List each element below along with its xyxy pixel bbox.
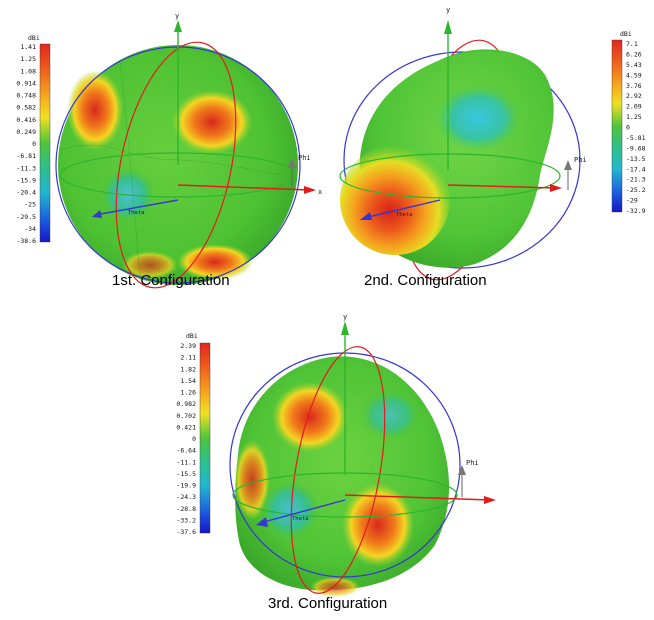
theta-label: Theta — [292, 516, 309, 522]
scale-unit: dBi — [28, 34, 40, 42]
y-axis-label: y — [446, 6, 450, 14]
scale-tick-label: 1.54 — [180, 377, 196, 385]
pattern-plot-1: dBi 1.41 1.25 1.08 0.914 0.748 0.582 0.416 0.24… — [16, 12, 322, 289]
caption-1: 1st. Configuration — [112, 272, 230, 289]
scale-tick-label: 0.914 — [16, 79, 36, 87]
scale-tick-label: -29 — [626, 197, 638, 205]
theta-ring — [115, 41, 237, 289]
theta-ring — [290, 346, 386, 594]
y-axis-label: y — [175, 12, 179, 20]
scale-tick-label: 2.92 — [626, 92, 642, 100]
scale-tick-label: 0.421 — [176, 423, 196, 431]
scale-tick-label: 5.43 — [626, 61, 642, 69]
scale-tick-label: -15.9 — [16, 176, 36, 184]
scale-tick-label: -25 — [24, 201, 36, 209]
scale-tick-label: 3.76 — [626, 82, 642, 90]
scale-bar — [39, 43, 51, 243]
scale-tick-label: -11.3 — [16, 164, 36, 172]
scale-tick-label: 0.416 — [16, 116, 36, 124]
pattern-plot-2: y Phi Theta dBi 7.1 6.26 5.43 4.59 3.76 2.92 2… — [339, 6, 646, 281]
scale-tick-label: 2.11 — [180, 354, 196, 362]
scale-tick-label: -29.5 — [16, 213, 36, 221]
color-scale-2: dBi 7.1 6.26 5.43 4.59 3.76 2.92 2.09 1.25 0 -5.8… — [611, 30, 646, 215]
phi-label: Phi — [574, 156, 587, 164]
scale-tick-label: 0 — [626, 124, 630, 132]
scale-tick-label: -24.3 — [176, 493, 196, 501]
theta-label: Theta — [128, 210, 145, 216]
scale-unit: dBi — [620, 30, 632, 38]
scale-tick-label: 0.249 — [16, 128, 36, 136]
scale-tick-label: -6.64 — [176, 447, 196, 455]
y-axis-label: y — [343, 313, 347, 321]
scale-tick-label: -13.5 — [626, 155, 646, 163]
x-axis-label: x — [318, 188, 322, 196]
scale-tick-label: -25.2 — [626, 186, 646, 194]
caption-3: 3rd. Configuration — [268, 595, 388, 612]
equator-ring-2 — [339, 153, 561, 199]
scale-tick-label: 2.09 — [626, 103, 642, 111]
scale-tick-label: -28.8 — [176, 505, 196, 513]
scale-tick-label: 1.25 — [626, 113, 642, 121]
scale-tick-label: 0.982 — [176, 400, 196, 408]
scale-tick-label: -20.4 — [16, 189, 36, 197]
scale-tick-label: -9.68 — [626, 144, 646, 152]
panel-2nd-configuration: y Phi Theta dBi 7.1 6.26 5.43 4.59 3.76 2.92 2… — [330, 0, 654, 300]
scale-tick-label: -21.3 — [626, 176, 646, 184]
phi-label: Phi — [298, 154, 311, 162]
color-scale-3: dBi 2.39 2.11 1.82 1.54 1.26 0.982 0.702 0.421 0… — [176, 332, 211, 536]
scale-tick-label: -37.6 — [176, 528, 196, 536]
scale-tick-label: -6.81 — [16, 152, 36, 160]
scale-unit: dBi — [186, 332, 198, 340]
scale-tick-label: -19.9 — [176, 482, 196, 490]
scale-tick-label: 0.582 — [16, 104, 36, 112]
scale-tick-label: 0.702 — [176, 412, 196, 420]
scale-tick-label: 7.1 — [626, 40, 638, 48]
scale-bar — [611, 39, 623, 213]
scale-tick-label: -38.6 — [16, 237, 36, 245]
theta-label: Theta — [396, 212, 413, 218]
scale-tick-label: 4.59 — [626, 71, 642, 79]
axes-2: y Phi Theta — [360, 6, 587, 220]
scale-tick-label: 1.25 — [20, 55, 36, 63]
scale-tick-label: -15.5 — [176, 470, 196, 478]
scale-tick-label: 1.41 — [20, 43, 36, 51]
scale-tick-label: 2.39 — [180, 342, 196, 350]
phi-ring — [343, 51, 581, 269]
radiation-pattern-3 — [234, 356, 450, 597]
scale-tick-label: -11.1 — [176, 458, 196, 466]
scale-tick-label: -33.2 — [176, 516, 196, 524]
scale-bar — [199, 342, 211, 534]
caption-2: 2nd. Configuration — [364, 272, 487, 289]
axes-3: y Phi Theta — [256, 313, 496, 527]
pattern-plot-3: dBi 2.39 2.11 1.82 1.54 1.26 0.982 0.702 0.421 0… — [176, 313, 496, 597]
axes-1: y x Phi Theta — [92, 12, 322, 218]
radiation-pattern-2 — [340, 49, 554, 268]
scale-tick-label: -5.81 — [626, 134, 646, 142]
color-scale-1: dBi 1.41 1.25 1.08 0.914 0.748 0.582 0.416 0.24… — [16, 34, 51, 245]
scale-tick-label: -34 — [24, 225, 36, 233]
scale-tick-label: -17.4 — [626, 165, 646, 173]
scale-tick-label: 0 — [32, 140, 36, 148]
panel-1st-configuration: dBi 1.41 1.25 1.08 0.914 0.748 0.582 0.416 0.24… — [0, 0, 330, 290]
phi-label: Phi — [466, 459, 479, 467]
scale-tick-label: 1.82 — [180, 365, 196, 373]
scale-tick-label: 1.26 — [180, 389, 196, 397]
scale-tick-label: -32.9 — [626, 207, 646, 215]
scale-tick-label: 1.08 — [20, 67, 36, 75]
scale-tick-label: 0 — [192, 435, 196, 443]
scale-tick-label: 6.26 — [626, 50, 642, 58]
scale-tick-label: 0.748 — [16, 92, 36, 100]
panel-3rd-configuration: dBi 2.39 2.11 1.82 1.54 1.26 0.982 0.702 0.421 0… — [150, 305, 510, 615]
